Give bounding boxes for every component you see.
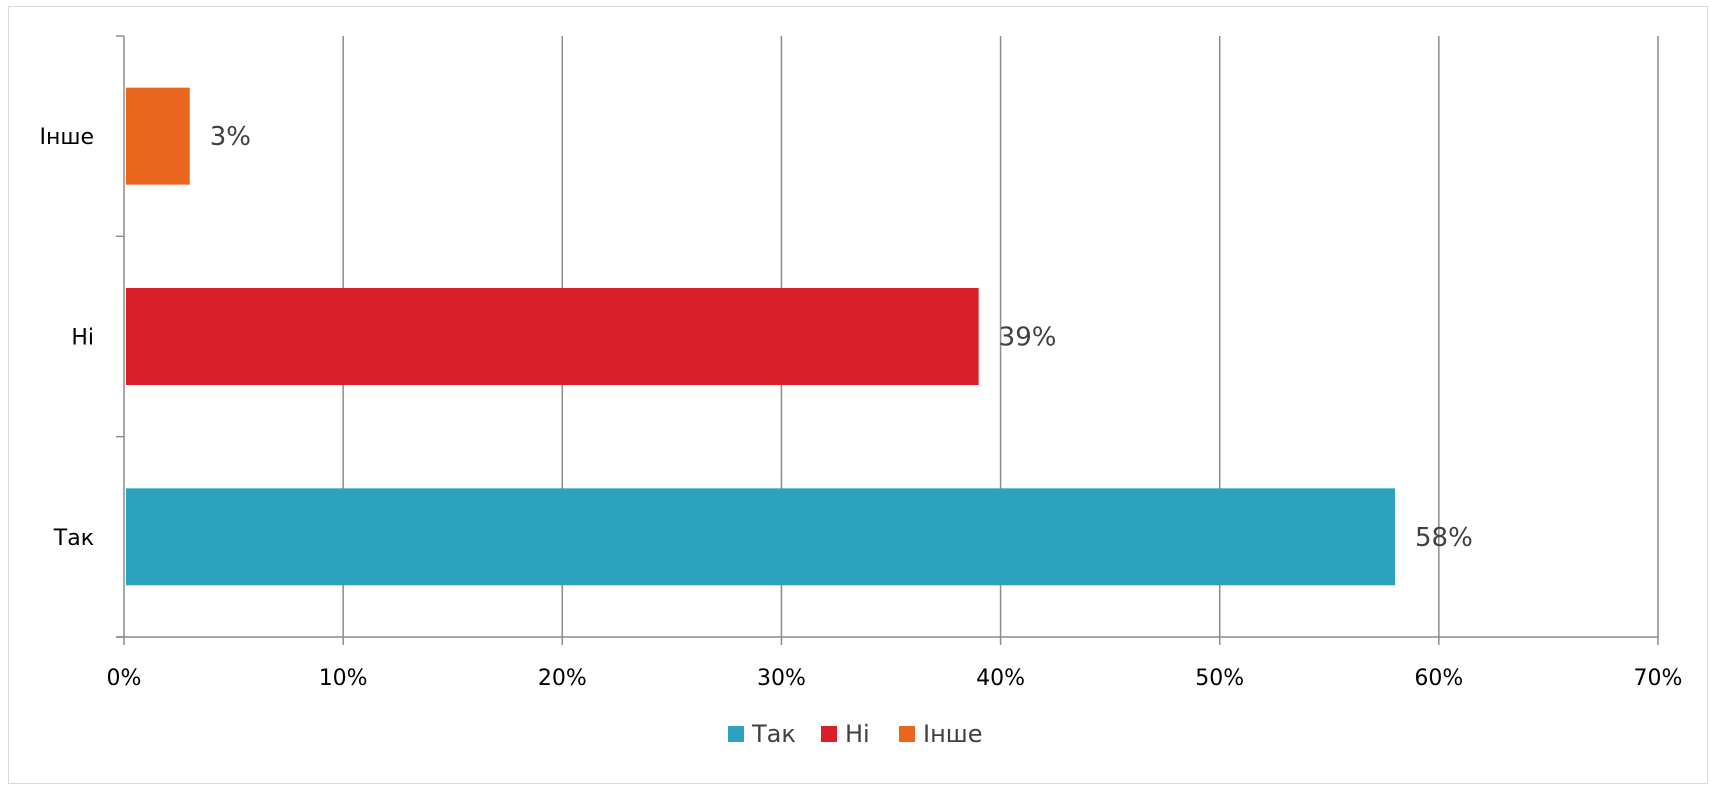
category-label: Ні — [71, 326, 94, 351]
bar — [126, 488, 1396, 586]
legend-swatch — [821, 726, 837, 742]
x-tick-label: 10% — [319, 666, 368, 691]
category-label: Так — [53, 526, 94, 551]
legend-swatch — [728, 726, 744, 742]
x-tick-label: 70% — [1634, 666, 1683, 691]
category-label: Інше — [39, 125, 94, 150]
legend-label: Інше — [923, 720, 983, 748]
data-label: 58% — [1415, 523, 1473, 553]
x-tick-label: 60% — [1414, 666, 1463, 691]
bar — [126, 288, 979, 385]
data-label: 39% — [999, 323, 1057, 353]
data-label: 3% — [210, 122, 251, 152]
bar — [126, 87, 190, 185]
x-tick-label: 20% — [538, 666, 587, 691]
x-tick-label: 30% — [757, 666, 806, 691]
x-tick-label: 0% — [107, 666, 142, 691]
legend-label: Так — [751, 720, 796, 748]
chart-frame — [8, 6, 1708, 784]
x-tick-label: 50% — [1195, 666, 1244, 691]
x-tick-label: 40% — [976, 666, 1025, 691]
legend-swatch — [899, 726, 915, 742]
legend-label: Ні — [845, 720, 870, 748]
